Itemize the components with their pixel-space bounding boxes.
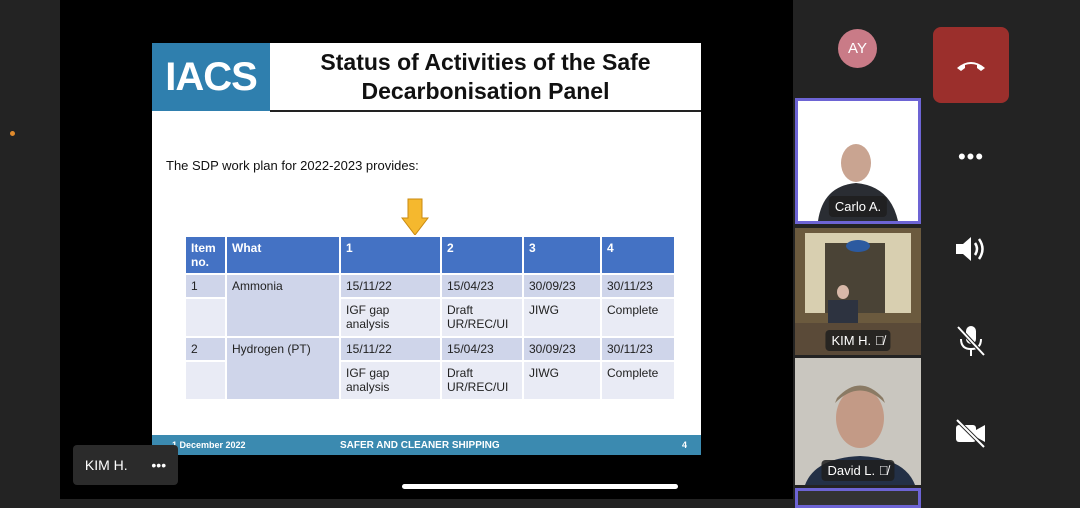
more-icon[interactable]: •••	[151, 457, 167, 473]
task-cell: Draft UR/REC/UI	[440, 360, 524, 401]
mic-off-icon: 🎙̸	[874, 333, 885, 348]
slide-intro: The SDP work plan for 2022-2023 provides…	[166, 158, 419, 173]
home-indicator[interactable]	[402, 484, 678, 489]
col-header: 2	[440, 235, 524, 275]
table-row: 2 Hydrogen (PT) 15/11/22 15/04/23 30/09/…	[184, 336, 676, 401]
date-cell: 15/11/22	[339, 273, 442, 299]
col-header: 4	[600, 235, 676, 275]
task-cell: JIWG	[522, 360, 602, 401]
task-cell: Complete	[600, 297, 676, 338]
slide-footer: 1 December 2022 SAFER AND CLEANER SHIPPI…	[152, 435, 701, 455]
page-number: 4	[681, 440, 687, 450]
speaker-button[interactable]	[933, 211, 1009, 287]
empty-cell	[184, 360, 227, 401]
task-cell: IGF gap analysis	[339, 360, 442, 401]
date-cell: 15/11/22	[339, 336, 442, 362]
footer-date: 1 December 2022	[172, 440, 246, 450]
iacs-logo: IACS	[152, 43, 270, 111]
date-cell: 30/11/23	[600, 336, 676, 362]
participant-name: Carlo A.	[828, 196, 888, 217]
item-no: 1	[184, 273, 227, 299]
date-cell: 15/04/23	[440, 336, 524, 362]
date-cell: 30/09/23	[522, 273, 602, 299]
table-row: IGF gap analysis Draft UR/REC/UI JIWG Co…	[184, 360, 676, 401]
mic-off-icon	[956, 325, 986, 357]
table-row: IGF gap analysis Draft UR/REC/UI JIWG Co…	[184, 297, 676, 338]
speaker-icon	[956, 237, 984, 261]
col-header: What	[225, 235, 341, 275]
camera-button[interactable]	[933, 395, 1009, 471]
phone-hangup-icon	[957, 62, 985, 71]
task-cell: Complete	[600, 360, 676, 401]
date-cell: 15/04/23	[440, 273, 524, 299]
notification-dot	[10, 131, 15, 136]
participant-name: KIM H.	[831, 333, 872, 348]
shared-screen: IACS Status of Activities of the Safe De…	[60, 0, 793, 499]
more-icon: •••	[957, 144, 985, 169]
self-view-tile[interactable]: KIM H. •••	[73, 445, 178, 485]
self-view-name: KIM H.	[84, 457, 128, 473]
work-plan-table: Item no. What 1 2 3 4 1 Ammonia 15/11/22…	[184, 235, 676, 401]
item-what: Hydrogen (PT)	[225, 336, 341, 401]
task-cell: Draft UR/REC/UI	[440, 297, 524, 338]
date-cell: 30/09/23	[522, 336, 602, 362]
col-header: 3	[522, 235, 602, 275]
table-row: 1 Ammonia 15/11/22 15/04/23 30/09/23 30/…	[184, 273, 676, 338]
mic-off-icon: 🎙̸	[878, 463, 889, 478]
footer-tagline: SAFER AND CLEANER SHIPPING	[340, 440, 500, 451]
participant-tile-david[interactable]: David L. 🎙̸	[795, 358, 921, 485]
hangup-button[interactable]	[933, 27, 1009, 103]
participant-tile-kim[interactable]: KIM H. 🎙̸	[795, 228, 921, 355]
participant-name-label: KIM H. 🎙̸	[825, 330, 891, 351]
task-cell: JIWG	[522, 297, 602, 338]
arrow-down-icon	[401, 198, 429, 236]
participant-name: David L.	[827, 463, 876, 478]
col-header: Item no.	[184, 235, 227, 275]
presentation-slide: IACS Status of Activities of the Safe De…	[152, 43, 701, 455]
mute-button[interactable]	[933, 303, 1009, 379]
divider	[270, 110, 701, 112]
date-cell: 30/11/23	[600, 273, 676, 299]
empty-cell	[184, 297, 227, 338]
participant-tile-carlo[interactable]: Carlo A.	[795, 98, 921, 224]
more-button[interactable]: •••	[933, 119, 1009, 195]
col-header: 1	[339, 235, 442, 275]
camera-off-icon	[955, 418, 986, 448]
avatar[interactable]: AY	[838, 29, 877, 68]
participant-name-label: David L. 🎙̸	[821, 460, 895, 481]
item-what: Ammonia	[225, 273, 341, 338]
task-cell: IGF gap analysis	[339, 297, 442, 338]
item-no: 2	[184, 336, 227, 362]
participant-tile[interactable]	[795, 488, 921, 508]
slide-title: Status of Activities of the Safe Decarbo…	[320, 49, 651, 104]
